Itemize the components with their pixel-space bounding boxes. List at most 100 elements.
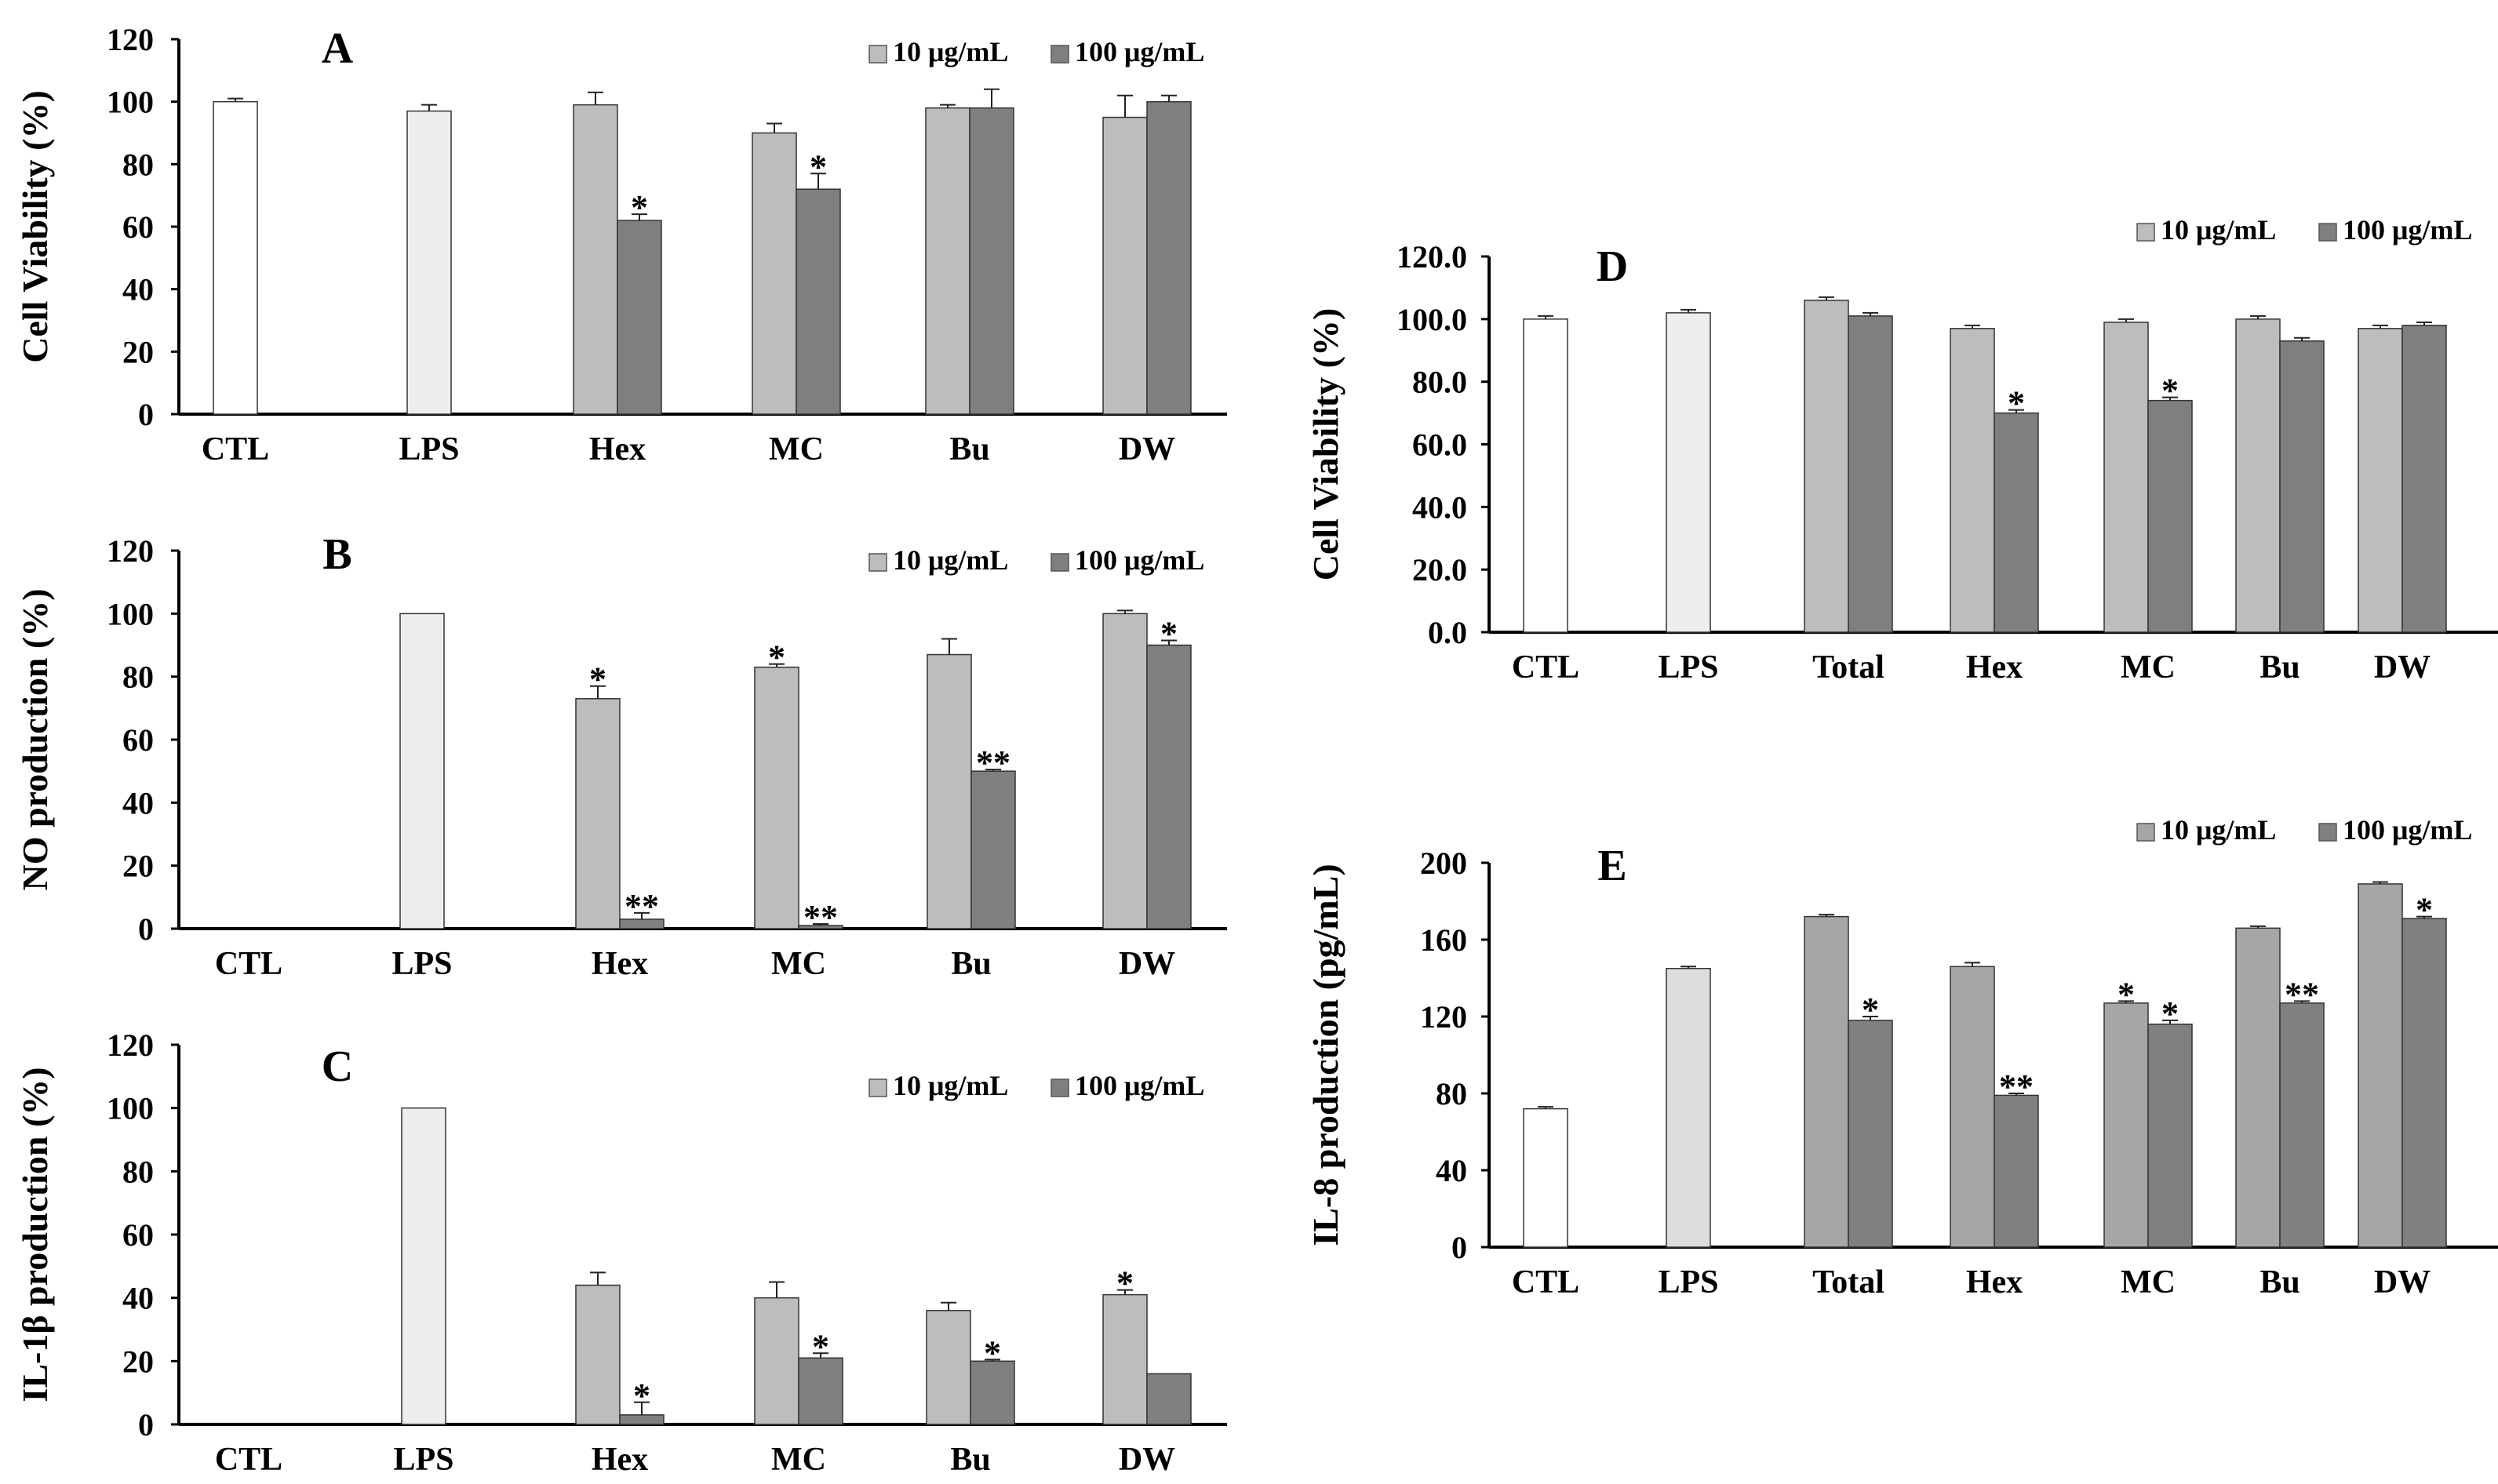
bar-total-high — [1848, 315, 1893, 633]
x-tick-label: MC — [2121, 649, 2176, 686]
significance-marker: * — [810, 147, 827, 186]
x-tick-label: CTL — [215, 1442, 282, 1478]
panel-e: 0 40 80 120 160 200 IL-8 production (pg/mL) E 10… — [1305, 814, 2498, 1300]
significance-marker: ** — [624, 887, 659, 926]
significance-marker: * — [2161, 995, 2179, 1033]
bar-bu-low — [925, 107, 970, 415]
legend-swatch — [2136, 823, 2155, 842]
bar-hex-low — [575, 1284, 621, 1425]
y-tick-label: 40 — [122, 1281, 154, 1316]
bar-total-high_e — [1848, 1020, 1893, 1248]
y-tick-label: 40 — [122, 272, 154, 307]
x-tick-label: Bu — [2259, 1264, 2300, 1300]
significance-marker: * — [2161, 372, 2179, 410]
x-tick-label: Hex — [589, 431, 646, 467]
x-tick-label: LPS — [391, 946, 452, 982]
y-axis-label: IL-1β production (%) — [15, 1067, 55, 1402]
y-tick-label: 200 — [1420, 846, 1467, 881]
legend-swatch — [868, 553, 887, 572]
y-tick-label: 100.0 — [1396, 302, 1467, 337]
y-tick-label: 80 — [122, 147, 154, 182]
x-tick-label: MC — [771, 1442, 826, 1478]
x-tick-label: Bu — [951, 946, 991, 982]
x-tick-label: Hex — [592, 1442, 648, 1478]
y-tick-label: 80.0 — [1412, 365, 1467, 400]
significance-marker: ** — [976, 744, 1010, 782]
bar-hex-high — [619, 1414, 665, 1425]
y-axis-label: IL-8 production (pg/mL) — [1305, 864, 1345, 1246]
y-tick-label: 120 — [107, 22, 154, 57]
x-tick-label: DW — [1119, 1442, 1175, 1478]
bar-total-low — [1804, 300, 1849, 633]
y-tick-label: 160 — [1420, 922, 1467, 958]
bar-mc-high — [2147, 399, 2193, 633]
legend-swatch — [868, 45, 887, 64]
y-tick-label: 40 — [122, 785, 154, 820]
bar-hex-low — [575, 698, 621, 929]
y-tick-label: 0.0 — [1428, 615, 1467, 650]
legend-swatch — [868, 1078, 887, 1097]
y-tick-label: 20 — [122, 1344, 154, 1379]
x-tick-label: CTL — [1512, 1264, 1579, 1300]
y-tick-label: 60 — [122, 722, 154, 758]
significance-marker: * — [2117, 975, 2135, 1013]
significance-marker: * — [984, 1333, 1001, 1372]
legend-entry: 100 μg/mL — [1075, 544, 1204, 576]
bar-dw-low — [1102, 613, 1148, 929]
y-tick-label: 20 — [122, 849, 154, 884]
significance-marker: * — [631, 188, 648, 227]
significance-marker: ** — [1999, 1068, 2034, 1106]
legend-entry: 10 μg/mL — [893, 36, 1008, 67]
panel-label: E — [1597, 842, 1626, 890]
bar-lps-lps — [406, 110, 452, 415]
y-tick-label: 100 — [107, 1091, 154, 1126]
significance-marker: * — [1160, 614, 1178, 653]
bar-bu-high — [970, 770, 1016, 929]
y-axis-label: NO production (%) — [15, 588, 55, 890]
bar-lps-lps — [399, 613, 445, 929]
legend-entry: 100 μg/mL — [1075, 1070, 1204, 1101]
bar-bu-high — [2279, 340, 2325, 633]
x-tick-label: LPS — [399, 431, 459, 467]
legend-entry: 100 μg/mL — [2343, 814, 2472, 846]
bar-bu-low — [926, 1310, 971, 1425]
legend-entry: 10 μg/mL — [2161, 814, 2276, 846]
bar-mc-low — [754, 666, 799, 929]
significance-marker: * — [589, 660, 606, 699]
x-tick-label: DW — [1119, 431, 1175, 467]
legend-swatch — [1051, 1078, 1069, 1097]
legend-swatch — [1051, 553, 1069, 572]
bar-hex-high_e — [1994, 1094, 2039, 1248]
y-tick-label: 0 — [138, 911, 154, 947]
x-tick-label: Bu — [949, 431, 989, 467]
bar-dw-high — [2402, 325, 2447, 633]
significance-marker: * — [768, 638, 785, 677]
bar-lps-lps_alt — [1666, 968, 1711, 1248]
x-tick-label: CTL — [1512, 649, 1579, 686]
x-tick-label: Bu — [2259, 649, 2300, 686]
significance-marker: * — [2416, 891, 2433, 929]
y-tick-label: 40.0 — [1412, 489, 1467, 525]
x-tick-label: DW — [1119, 946, 1175, 982]
legend-swatch — [2318, 823, 2337, 842]
y-tick-label: 0 — [1451, 1230, 1467, 1265]
x-tick-label: LPS — [393, 1442, 453, 1478]
panel-c: 0 20 40 60 80 100 120 IL-1β production (%) C 10 μ… — [15, 1028, 1227, 1478]
x-tick-label: CTL — [215, 946, 282, 982]
legend-swatch — [1051, 45, 1069, 64]
x-tick-label: CTL — [202, 431, 269, 467]
legend-entry: 100 μg/mL — [1075, 36, 1204, 67]
bar-mc-low — [754, 1297, 799, 1425]
x-tick-label: Bu — [950, 1442, 990, 1478]
bar-ctl-ctl — [1523, 1108, 1568, 1248]
y-tick-label: 0 — [138, 1407, 154, 1442]
bar-bu-low — [2235, 318, 2281, 633]
panel-label: A — [322, 24, 354, 73]
y-tick-label: 80 — [1436, 1076, 1467, 1111]
bar-lps-lps — [1666, 312, 1711, 633]
y-tick-label: 80 — [122, 660, 154, 695]
significance-marker: * — [1116, 1264, 1134, 1303]
legend-swatch — [2136, 223, 2155, 242]
y-tick-label: 60 — [122, 1217, 154, 1253]
